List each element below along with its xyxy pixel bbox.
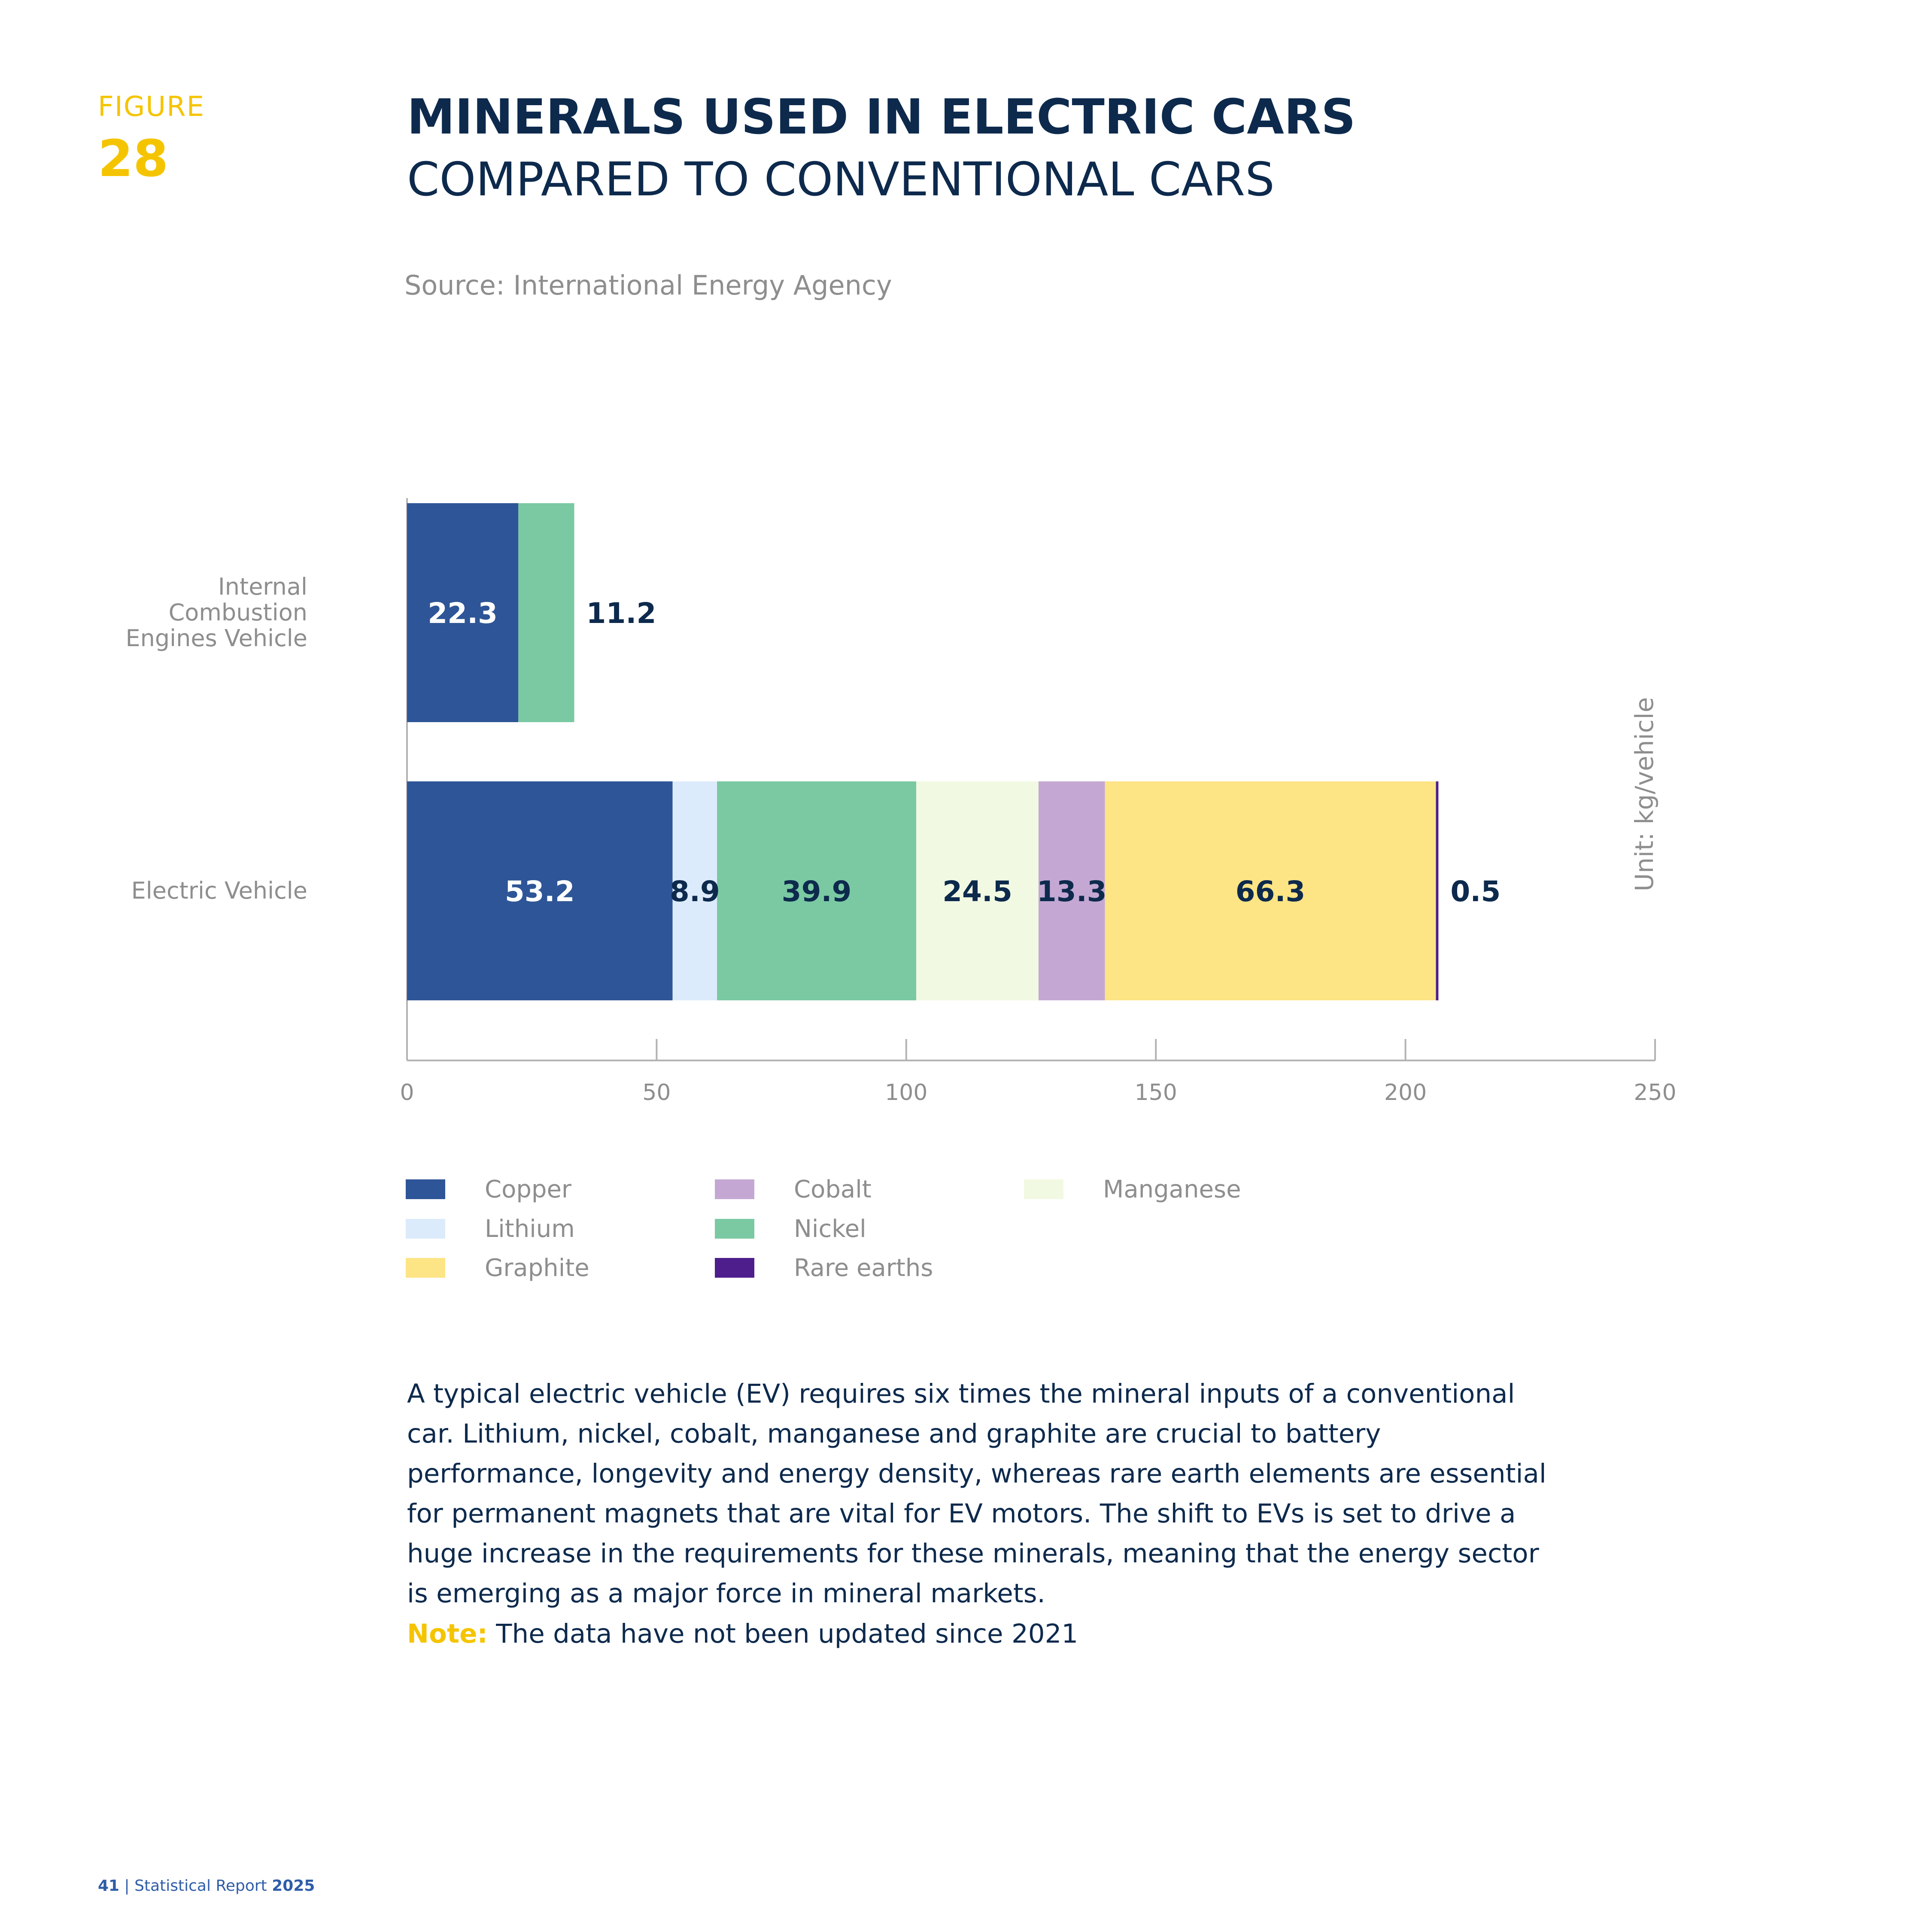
- data-label-graphite: 66.3: [1236, 875, 1306, 908]
- data-label-rare-earths: 0.5: [1450, 875, 1501, 908]
- bar-graphite: [1105, 781, 1436, 1000]
- legend-label: Copper: [485, 1175, 571, 1203]
- legend-swatch: [1024, 1179, 1063, 1199]
- x-tick-label: 250: [1634, 1080, 1676, 1106]
- bars: [407, 503, 1439, 1000]
- legend-swatch: [715, 1258, 754, 1278]
- chart-title: MINERALS USED IN ELECTRIC CARS: [407, 89, 1356, 145]
- data-labels: 22.3 11.2 53.2 8.9 39.9 24.5 13.3 66.3 0.5: [428, 597, 1501, 908]
- stacked-bar-chart: 0 50 100 150 200 250 InternalCombustionEngines…: [126, 498, 1677, 1106]
- report-name: Statistical Report: [134, 1877, 272, 1895]
- data-label-nickel: 39.9: [782, 875, 852, 908]
- chart-source: Source: International Energy Agency: [404, 270, 892, 301]
- footer-separator: |: [119, 1877, 135, 1895]
- legend-item-nickel: Nickel: [715, 1214, 866, 1244]
- page-number: 41: [98, 1877, 120, 1895]
- x-tick-label: 100: [885, 1080, 927, 1106]
- x-tick-label: 50: [642, 1080, 671, 1106]
- legend-label: Cobalt: [794, 1175, 872, 1203]
- legend-item-manganese: Manganese: [1024, 1174, 1241, 1204]
- data-label-manganese: 24.5: [942, 875, 1012, 908]
- data-label-copper: 22.3: [428, 597, 498, 630]
- category-label: Internal: [218, 573, 307, 600]
- axes: 0 50 100 150 200 250 InternalCombustionEngines…: [126, 498, 1677, 1106]
- note-label: Note:: [407, 1619, 488, 1649]
- footer: 41 | Statistical Report 2025: [98, 1877, 315, 1895]
- legend-swatch: [715, 1179, 754, 1199]
- category-label: Electric Vehicle: [131, 877, 307, 904]
- bar-cobalt: [1038, 781, 1105, 1000]
- x-tick-label: 0: [400, 1080, 414, 1106]
- bar-manganese: [916, 781, 1039, 1000]
- legend-item-copper: Copper: [406, 1174, 571, 1204]
- legend-swatch: [406, 1219, 445, 1239]
- bar-copper: [407, 503, 519, 722]
- x-tick-label: 200: [1384, 1080, 1427, 1106]
- x-tick-label: 150: [1135, 1080, 1177, 1106]
- bar-lithium: [672, 781, 717, 1000]
- legend-label: Nickel: [794, 1215, 866, 1243]
- category-label: Engines Vehicle: [126, 625, 307, 652]
- figure-number: 28: [98, 129, 169, 188]
- legend-label: Rare earths: [794, 1254, 933, 1282]
- note: Note: The data have not been updated sin…: [407, 1619, 1078, 1649]
- chart-subtitle: COMPARED TO CONVENTIONAL CARS: [407, 153, 1275, 207]
- description-paragraph: A typical electric vehicle (EV) requires…: [407, 1379, 1546, 1609]
- legend-item-lithium: Lithium: [406, 1214, 575, 1244]
- category-label: Combustion: [169, 599, 307, 626]
- legend-item-rare-earths: Rare earths: [715, 1253, 933, 1283]
- legend-label: Lithium: [485, 1215, 575, 1243]
- data-label-nickel: 11.2: [586, 597, 656, 630]
- bar-copper: [407, 781, 673, 1000]
- bar-rare-earths: [1436, 781, 1439, 1000]
- note-text: The data have not been updated since 202…: [487, 1619, 1078, 1649]
- data-label-copper: 53.2: [505, 875, 575, 908]
- legend-swatch: [406, 1258, 445, 1278]
- unit-label: Unit: kg/vehicle: [1630, 697, 1659, 892]
- bar-nickel: [717, 781, 917, 1000]
- figure-label: FIGURE: [98, 91, 205, 123]
- data-label-cobalt: 13.3: [1037, 875, 1107, 908]
- legend-swatch: [715, 1219, 754, 1239]
- legend-label: Manganese: [1103, 1175, 1241, 1203]
- legend-swatch: [406, 1179, 445, 1199]
- bar-nickel: [518, 503, 574, 722]
- data-label-lithium: 8.9: [670, 875, 720, 908]
- legend-item-cobalt: Cobalt: [715, 1174, 872, 1204]
- report-year: 2025: [272, 1877, 315, 1895]
- legend-item-graphite: Graphite: [406, 1253, 589, 1283]
- legend-label: Graphite: [485, 1254, 589, 1282]
